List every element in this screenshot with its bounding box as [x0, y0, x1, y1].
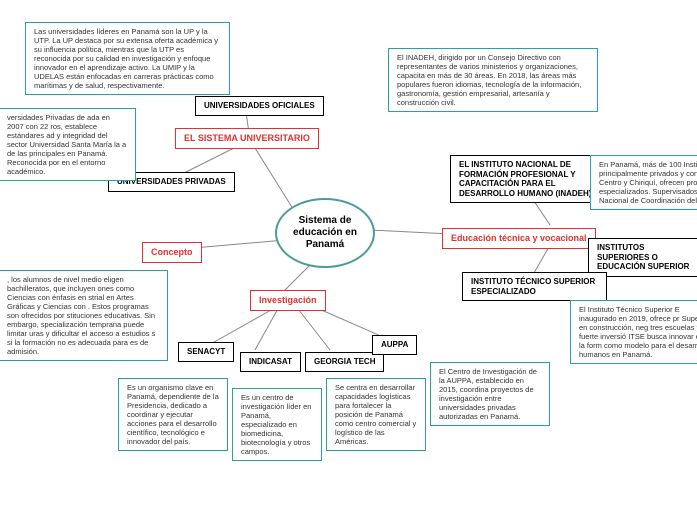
desc-senacyt: Es un organismo clave en Panamá, dependi… — [118, 378, 228, 451]
desc-itse: El Instituto Técnico Superior E inaugura… — [570, 300, 697, 364]
node-univ-oficiales: UNIVERSIDADES OFICIALES — [195, 96, 324, 116]
node-sistema-universitario: EL SISTEMA UNIVERSITARIO — [175, 128, 319, 149]
desc-auppa: El Centro de Investigación de la AUPPA, … — [430, 362, 550, 426]
center-label: Sistema de educación en Panamá — [285, 215, 365, 251]
desc-univ-privadas: versidades Privadas de ada en 2007 con 2… — [0, 108, 136, 181]
node-concepto: Concepto — [142, 242, 202, 263]
node-indicasat: INDICASAT — [240, 352, 301, 372]
desc-indicasat: Es un centro de investigación líder en P… — [232, 388, 322, 461]
node-senacyt: SENACYT — [178, 342, 234, 362]
node-institutos-sup: INSTITUTOS SUPERIORES O EDUCACIÓN SUPERI… — [588, 238, 697, 277]
desc-concepto: , los alumnos de nivel medio eligen bach… — [0, 270, 168, 361]
node-georgia: GEORGIA TECH — [305, 352, 384, 372]
center-node: Sistema de educación en Panamá — [275, 198, 375, 268]
desc-univ-oficiales: Las universidades líderes en Panamá son … — [25, 22, 230, 95]
node-investigacion: Investigación — [250, 290, 326, 311]
node-itse: INSTITUTO TÉCNICO SUPERIOR ESPECIALIZADO — [462, 272, 607, 301]
desc-inadeh: El INADEH, dirigido por un Consejo Direc… — [388, 48, 598, 112]
node-auppa: AUPPA — [372, 335, 417, 355]
desc-institutos: En Panamá, más de 100 Institu principalm… — [590, 155, 697, 210]
desc-georgia: Se centra en desarrollar capacidades log… — [326, 378, 426, 451]
node-educacion-tecnica: Educación técnica y vocacional — [442, 228, 596, 249]
